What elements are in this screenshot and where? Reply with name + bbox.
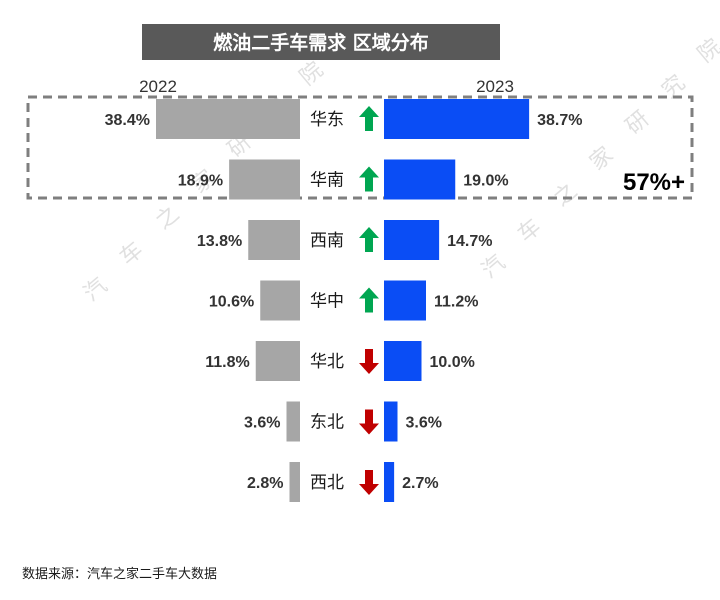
label-2022-0: 38.4% <box>105 112 150 129</box>
arrow-down-icon-5 <box>359 409 379 435</box>
label-2023-6: 2.7% <box>402 475 438 492</box>
label-2022-6: 2.8% <box>247 475 283 492</box>
watermark-char: 汽 <box>79 273 112 306</box>
label-2023-5: 3.6% <box>406 415 442 432</box>
watermark-char: 院 <box>693 34 720 67</box>
bar-2022-3 <box>260 280 300 321</box>
label-2023-3: 11.2% <box>434 294 478 311</box>
arrow-up-icon-2 <box>359 227 379 252</box>
label-2023-2: 14.7% <box>447 233 492 250</box>
watermark-char: 研 <box>621 106 654 139</box>
label-2023-1: 19.0% <box>463 173 508 190</box>
arrow-up-icon-0 <box>359 106 379 131</box>
bar-2022-0 <box>156 99 300 139</box>
bar-2022-4 <box>255 341 300 381</box>
watermark-char: 院 <box>295 57 328 90</box>
watermark-char: 之 <box>151 201 184 234</box>
region-label-0: 华东 <box>310 110 344 130</box>
bar-2023-1 <box>384 159 456 200</box>
arrow-up-icon-1 <box>359 166 379 192</box>
bar-2023-3 <box>384 280 426 321</box>
region-label-3: 华中 <box>310 292 344 312</box>
label-2022-1: 18.9% <box>178 173 223 190</box>
region-label-4: 华北 <box>310 352 344 372</box>
bar-2022-5 <box>286 401 300 442</box>
highlight-box <box>26 95 694 200</box>
bar-2022-1 <box>229 159 300 200</box>
arrow-up-icon-3 <box>359 287 379 313</box>
bar-2023-5 <box>384 401 398 442</box>
source-note: 数据来源：汽车之家二手车大数据 <box>22 566 217 582</box>
bar-2023-2 <box>384 220 440 260</box>
label-2023-0: 38.7% <box>537 112 582 129</box>
watermark-char: 究 <box>657 70 690 103</box>
label-2023-4: 10.0% <box>430 354 475 371</box>
watermark-char: 汽 <box>477 250 510 283</box>
highlight-label: 57%+ <box>623 169 685 196</box>
bar-rows: 38.4% 38.7% 华东 18.9% 19.0% 华南 13.8% 14.7% 西南 10.6… <box>105 99 583 502</box>
watermark-char: 车 <box>115 237 148 270</box>
arrow-down-icon-6 <box>359 470 379 495</box>
bar-2022-2 <box>248 220 300 260</box>
label-2022-5: 3.6% <box>244 415 280 432</box>
arrow-down-icon-4 <box>359 349 379 374</box>
label-2022-3: 10.6% <box>209 294 254 311</box>
chart-title: 燃油二手车需求 区域分布 <box>213 31 429 54</box>
watermark-char: 家 <box>585 142 618 175</box>
region-label-5: 东北 <box>310 413 344 433</box>
legend-2022: 2022 <box>139 77 177 96</box>
region-label-2: 西南 <box>310 231 344 251</box>
legend-2023: 2023 <box>476 77 514 96</box>
label-2022-4: 11.8% <box>205 354 249 371</box>
watermark-char: 车 <box>513 214 546 247</box>
label-2022-2: 13.8% <box>197 233 242 250</box>
region-label-6: 西北 <box>310 473 344 493</box>
bar-2023-6 <box>384 462 395 502</box>
bar-2023-0 <box>384 99 530 139</box>
region-label-1: 华南 <box>310 171 344 191</box>
watermark-char: 之 <box>549 178 582 211</box>
bar-2022-6 <box>289 462 300 502</box>
bar-2023-4 <box>384 341 422 381</box>
title-background <box>142 24 500 60</box>
